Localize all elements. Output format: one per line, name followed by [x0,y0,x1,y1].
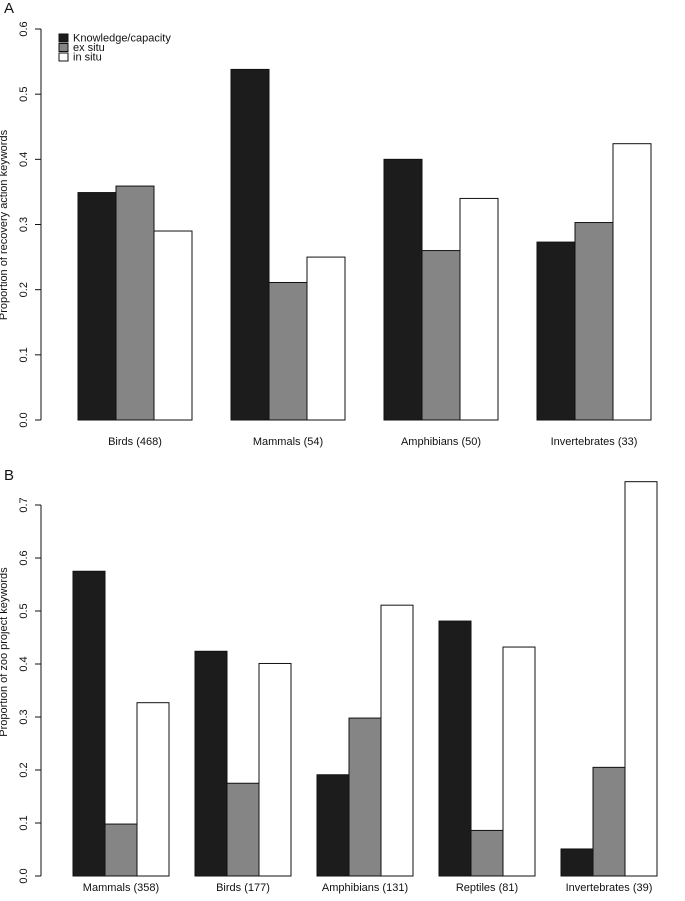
chart-panel-b: 0.0 0.1 0.2 0.3 0.4 0.5 0.6 0.7 Proportion of zo… [0,481,658,894]
y-tick-label: 0.1 [18,347,30,362]
y-tick-label: 0.6 [18,21,30,36]
legend-swatch [58,33,69,43]
legend-label: in situ [73,52,102,64]
category-label: Birds (468) [108,436,162,448]
legend-swatch [58,52,69,62]
bar-ex-situ-1 [268,281,308,421]
y-tick-label: 0.5 [18,87,30,102]
bar-ex-situ-2 [348,717,382,877]
y-tick-label: 0.0 [18,412,30,427]
bar-ex-situ-4 [592,766,626,877]
y-tick-label: 0.5 [18,603,30,618]
y-tick-label: 0.4 [18,152,30,167]
bar-ex-situ-0 [115,185,155,421]
bar-in-situ-2 [380,604,414,877]
category-label: Amphibians (50) [401,436,481,448]
bar-ex-situ-3 [470,829,504,877]
y-tick-label: 0.2 [18,282,30,297]
bar-in-situ-4 [624,481,658,877]
bar-ex-situ-2 [421,250,461,421]
bar-ex-situ-1 [226,782,260,877]
category-label: Mammals (358) [83,882,159,894]
bar-knowledge-capacity-0 [72,570,106,877]
legend-label: Knowledge/capacity [73,33,171,45]
legend-label: ex situ [73,42,105,54]
bar-knowledge-capacity-3 [438,620,472,877]
category-label: Reptiles (81) [456,882,518,894]
y-tick-label: 0.6 [18,550,30,565]
bar-in-situ-0 [136,702,170,877]
chart-panel-a: 0.0 0.1 0.2 0.3 0.4 0.5 0.6 Proportion of recov… [0,21,652,448]
bar-knowledge-capacity-3 [536,241,576,421]
y-tick-label: 0.4 [18,656,30,671]
legend-swatch [58,43,69,52]
bar-knowledge-capacity-2 [383,158,423,421]
bar-knowledge-capacity-1 [194,650,228,877]
y-tick-label: 0.7 [18,497,30,512]
y-tick-label: 0.3 [18,217,30,232]
bar-knowledge-capacity-4 [560,848,594,877]
bar-in-situ-2 [459,197,499,421]
category-label: Mammals (54) [253,436,323,448]
bar-in-situ-3 [502,646,536,877]
y-tick-label: 0.0 [18,868,30,883]
bar-knowledge-capacity-1 [230,68,270,421]
category-label: Amphibians (131) [322,882,408,894]
bar-knowledge-capacity-0 [77,192,117,421]
category-label: Invertebrates (39) [566,882,653,894]
bar-in-situ-1 [258,662,292,877]
category-label: Birds (177) [216,882,270,894]
y-tick-label: 0.2 [18,762,30,777]
bar-in-situ-0 [153,230,193,421]
y-tick-label: 0.3 [18,709,30,724]
bar-in-situ-1 [306,256,346,421]
y-axis-label: Proportion of zoo project keywords [0,567,10,737]
bar-knowledge-capacity-2 [316,774,350,877]
y-axis-label: Proportion of recovery action keywords [0,129,10,320]
category-label: Invertebrates (33) [551,436,638,448]
panel-b-letter: B [4,467,15,484]
bar-in-situ-3 [612,143,652,421]
y-tick-label: 0.1 [18,815,30,830]
bar-ex-situ-0 [104,823,138,877]
bar-ex-situ-3 [574,222,614,421]
panel-a-letter: A [4,0,15,17]
